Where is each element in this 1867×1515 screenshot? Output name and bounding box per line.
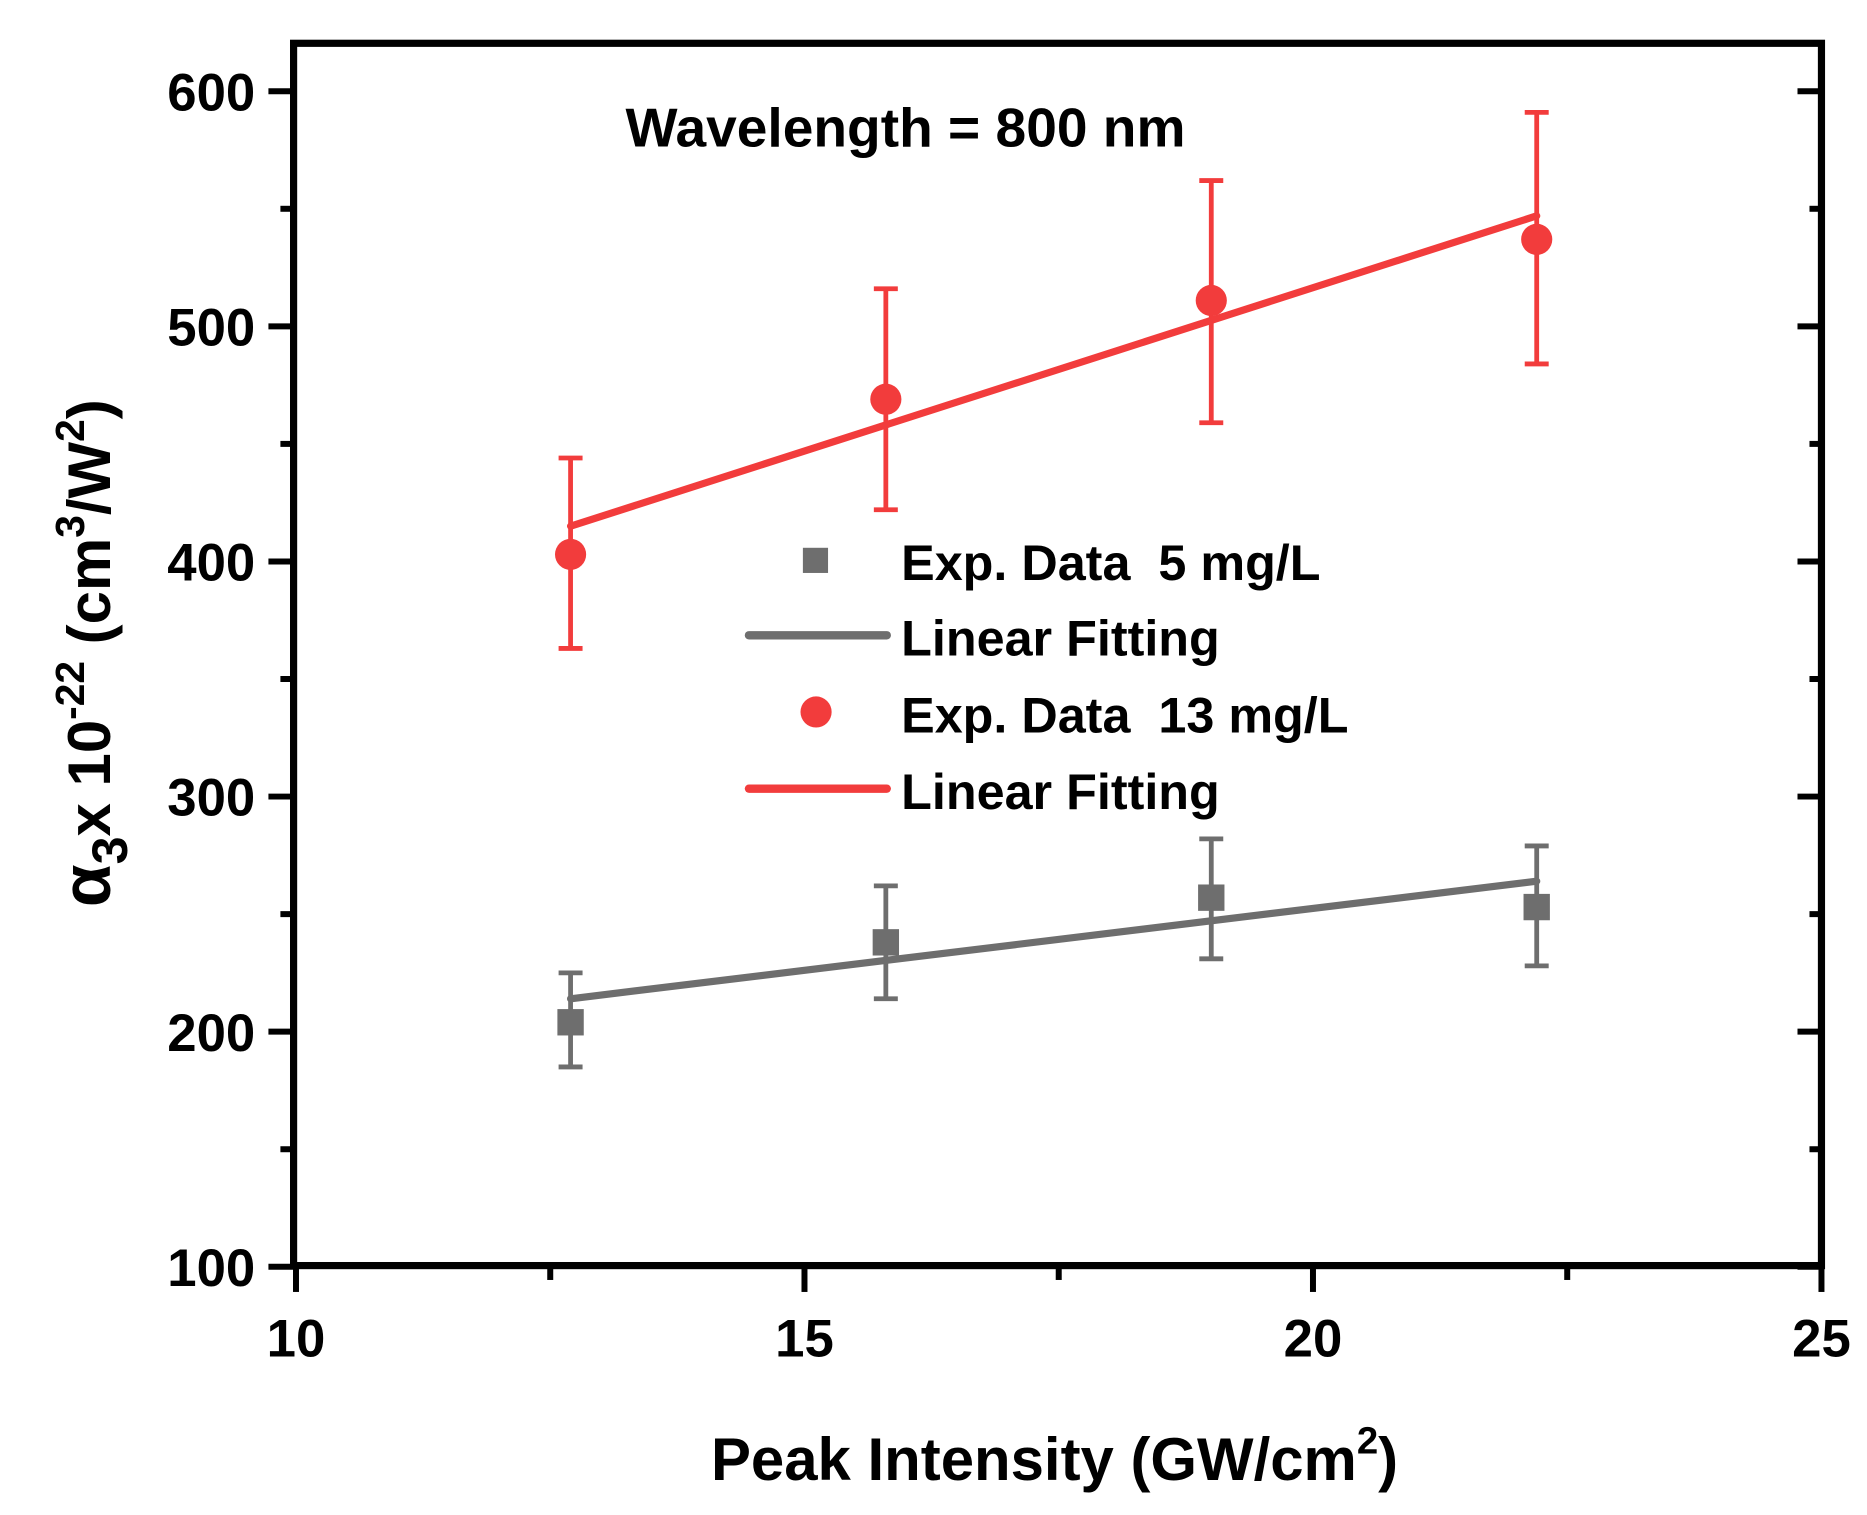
y-tick-label: 100 (167, 1239, 255, 1298)
data-point-circle (1521, 223, 1553, 255)
legend-marker-circle (800, 696, 832, 728)
fit-line (566, 877, 1541, 1003)
data-point-circle (870, 383, 902, 415)
data-point-square (1198, 884, 1225, 911)
annotation-wavelength: Wavelength = 800 nm (626, 96, 1186, 158)
y-tick-label: 200 (167, 1004, 255, 1063)
legend-marker-square (802, 547, 829, 573)
x-axis-label: Peak Intensity (GW/cm2) (711, 1420, 1398, 1493)
data-point-square (872, 929, 900, 956)
data-point-square (1523, 893, 1550, 921)
x-tick-label: 10 (267, 1310, 326, 1369)
y-tick-label: 400 (167, 534, 255, 593)
legend-label-fit-gray: Linear Fitting (901, 610, 1220, 667)
data-point-circle (1195, 284, 1227, 317)
data-point-square (557, 1009, 584, 1036)
data-marks (554, 109, 1553, 1070)
fit-line (566, 212, 1541, 530)
x-tick-label: 25 (1792, 1310, 1851, 1369)
y-axis-label: α3x 10-22 (cm3/W2) (47, 399, 138, 907)
legend-label-13mgl: Exp. Data 13 mg/L (901, 686, 1348, 743)
legend-label-fit-red: Linear Fitting (901, 763, 1220, 820)
legend-label-5mgl: Exp. Data 5 mg/L (901, 534, 1320, 591)
legend: Exp. Data 5 mg/L Linear Fitting Exp. Dat… (744, 534, 1349, 820)
y-tick-label: 300 (167, 769, 255, 828)
axis-ticks: 10 15 20 25 100 200 300 400 500 600 (167, 63, 1851, 1368)
y-tick-label: 600 (167, 63, 255, 122)
x-tick-label: 15 (775, 1310, 834, 1369)
y-tick-label: 500 (167, 299, 255, 358)
data-point-circle (554, 538, 587, 570)
x-tick-label: 20 (1284, 1310, 1343, 1369)
